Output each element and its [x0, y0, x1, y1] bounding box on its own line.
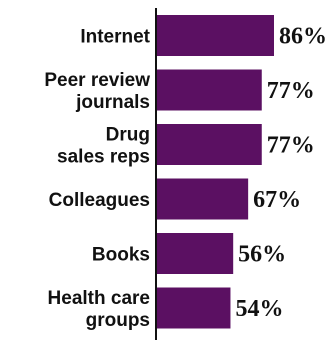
value-label: 54% [235, 296, 283, 322]
category-label: journals [75, 92, 150, 113]
value-labels: 86% 77% 77% 67% 56% 54% [235, 24, 327, 323]
bar [157, 15, 274, 56]
category-label: Health care [48, 288, 150, 309]
category-label: Drug [106, 125, 150, 146]
category-label: sales reps [57, 147, 150, 168]
category-label: Books [92, 245, 150, 266]
category-label: Internet [80, 27, 150, 48]
category-label: groups [86, 310, 150, 331]
bars-group [157, 15, 274, 329]
value-label: 77% [267, 78, 315, 104]
bar [157, 287, 231, 329]
category-label: Peer review [44, 70, 150, 91]
value-label: 56% [238, 242, 286, 268]
value-label: 77% [267, 133, 315, 159]
bar [157, 233, 234, 274]
category-label: Colleagues [49, 190, 150, 211]
bar [157, 69, 262, 111]
bar [157, 124, 262, 165]
bar [157, 178, 249, 220]
value-label: 86% [279, 24, 327, 50]
value-label: 67% [253, 187, 301, 213]
